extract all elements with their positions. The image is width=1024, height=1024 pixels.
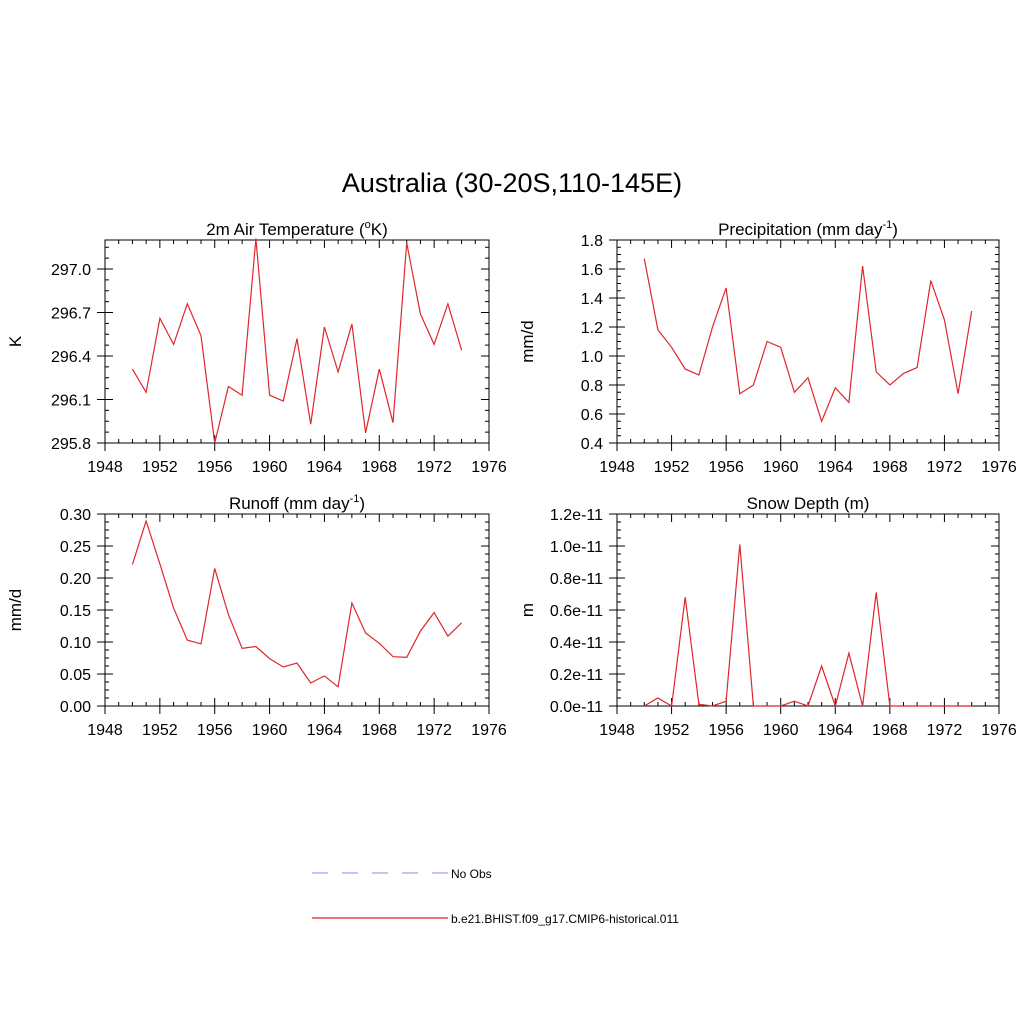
y-tick-label: 0.0e-11 [550, 699, 603, 716]
x-tick-label: 1960 [763, 722, 799, 739]
series-line-model [643, 258, 973, 424]
y-tick-label: 0.8 [581, 378, 603, 395]
panel-title-main: Precipitation (mm day [718, 220, 883, 239]
y-axis-label: K [6, 335, 25, 347]
y-tick-label: 0.30 [60, 507, 91, 524]
y-tick-label: 0.4 [581, 436, 603, 453]
x-tick-label: 1960 [763, 459, 799, 476]
y-axis-label: mm/d [518, 320, 537, 363]
y-tick-label: 296.1 [51, 393, 91, 410]
y-tick-label: 0.15 [60, 603, 91, 620]
x-tick-label: 1972 [416, 459, 452, 476]
panel-title-main: 2m Air Temperature ( [206, 220, 365, 239]
x-tick-label: 1948 [599, 722, 635, 739]
panel-title: Runoff (mm day-1) [229, 493, 365, 513]
panel-title-superscript: -1 [350, 493, 360, 505]
panel-title-main: Snow Depth (m) [747, 494, 870, 513]
y-tick-label: 1.2e-11 [550, 507, 603, 524]
x-tick-label: 1956 [708, 722, 744, 739]
y-tick-label: 0.6e-11 [550, 603, 603, 620]
legend-label: No Obs [451, 867, 492, 881]
x-tick-label: 1964 [307, 722, 343, 739]
x-tick-label: 1956 [197, 459, 233, 476]
y-tick-label: 0.8e-11 [550, 571, 603, 588]
y-tick-label: 0.00 [60, 699, 91, 716]
panel-title-superscript: -1 [882, 219, 892, 231]
panel-title: 2m Air Temperature (oK) [206, 219, 388, 239]
panel-title-tail: K) [371, 220, 388, 239]
y-tick-label: 297.0 [51, 262, 91, 279]
y-tick-label: 1.6 [581, 262, 603, 279]
x-tick-label: 1972 [927, 459, 963, 476]
x-tick-label: 1964 [307, 459, 343, 476]
plot-frame [616, 239, 1000, 444]
x-tick-label: 1964 [817, 459, 853, 476]
series-line-model [131, 519, 463, 688]
x-tick-label: 1948 [599, 459, 635, 476]
y-tick-label: 295.8 [51, 436, 91, 453]
y-axis-label: mm/d [6, 589, 25, 632]
y-tick-label: 1.2 [581, 320, 603, 337]
x-tick-label: 1948 [87, 459, 123, 476]
y-tick-label: 0.4e-11 [550, 635, 603, 652]
series-line-model [643, 544, 972, 709]
y-tick-label: 0.6 [581, 407, 603, 424]
x-tick-label: 1956 [708, 459, 744, 476]
y-tick-label: 0.25 [60, 539, 91, 556]
y-tick-label: 0.10 [60, 635, 91, 652]
x-tick-label: 1948 [87, 722, 123, 739]
x-tick-label: 1968 [872, 459, 908, 476]
plot-frame [616, 513, 1000, 707]
y-tick-label: 0.2e-11 [550, 667, 603, 684]
x-tick-label: 1968 [361, 459, 397, 476]
x-tick-label: 1952 [654, 459, 690, 476]
x-tick-label: 1972 [927, 722, 963, 739]
x-tick-label: 1968 [872, 722, 908, 739]
y-tick-label: 0.20 [60, 571, 91, 588]
x-tick-label: 1960 [252, 459, 288, 476]
panel-snow: Snow Depth (m) m 1948 1952 1956 1960 1964 1968 1… [518, 494, 1017, 739]
y-tick-label: 1.8 [581, 233, 603, 250]
x-tick-label: 1952 [142, 459, 178, 476]
y-tick-label: 0.05 [60, 667, 91, 684]
panel-precip: Precipitation (mm day-1) mm/d 1948 1952 1956… [518, 219, 1017, 476]
figure-title: Australia (30-20S,110-145E) [341, 168, 683, 198]
x-tick-label: 1968 [361, 722, 397, 739]
panel-t2m: 2m Air Temperature (oK) K 1948 1952 1956 1960… [6, 219, 507, 476]
plot-frame [104, 513, 490, 707]
y-tick-label: 1.0 [581, 349, 603, 366]
series-line-model [131, 238, 463, 444]
x-tick-label: 1976 [981, 459, 1017, 476]
x-tick-label: 1964 [817, 722, 853, 739]
x-tick-label: 1952 [654, 722, 690, 739]
y-tick-label: 1.4 [581, 291, 603, 308]
y-tick-label: 296.4 [51, 349, 91, 366]
panel-title-tail: ) [892, 220, 898, 239]
x-tick-label: 1952 [142, 722, 178, 739]
panel-title-tail: ) [359, 494, 365, 513]
legend-label: b.e21.BHIST.f09_g17.CMIP6-historical.011 [451, 912, 679, 926]
panel-runoff: Runoff (mm day-1) mm/d 1948 1952 1956 1960 196… [6, 493, 507, 739]
legend: No Obs b.e21.BHIST.f09_g17.CMIP6-historic… [312, 867, 679, 926]
x-tick-label: 1972 [416, 722, 452, 739]
x-tick-label: 1976 [471, 459, 507, 476]
x-tick-label: 1960 [252, 722, 288, 739]
panel-title-main: Runoff (mm day [229, 494, 350, 513]
x-tick-label: 1956 [197, 722, 233, 739]
x-tick-label: 1976 [471, 722, 507, 739]
y-tick-label: 296.7 [51, 306, 91, 323]
x-tick-label: 1976 [981, 722, 1017, 739]
panel-title: Precipitation (mm day-1) [718, 219, 898, 239]
panel-title: Snow Depth (m) [747, 494, 870, 513]
panels: 2m Air Temperature (oK) K 1948 1952 1956 1960… [6, 219, 1017, 739]
panel-title-superscript: o [365, 219, 371, 231]
y-axis-label: m [518, 603, 537, 617]
y-tick-label: 1.0e-11 [550, 539, 603, 556]
